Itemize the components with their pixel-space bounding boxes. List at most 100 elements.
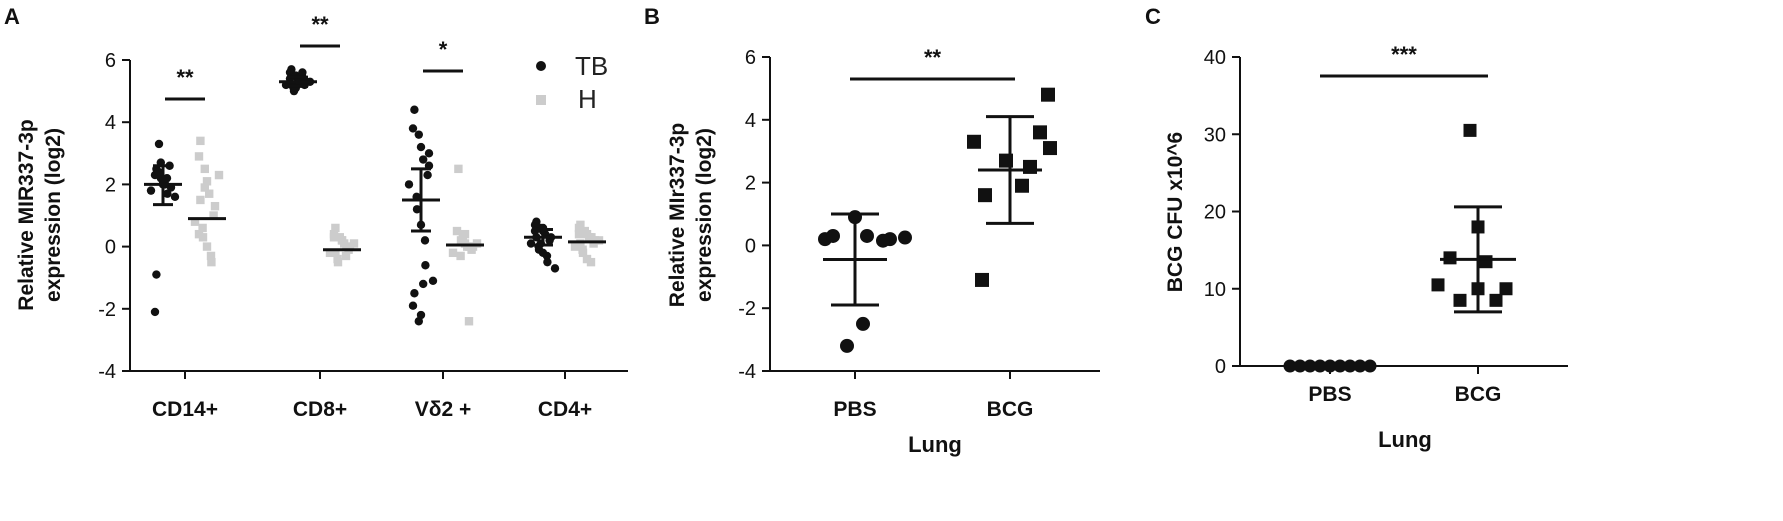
a-point-h bbox=[472, 239, 482, 248]
b-point-bcg bbox=[1043, 141, 1057, 156]
a-point-h bbox=[207, 257, 216, 267]
a-point-tb bbox=[414, 130, 423, 139]
a-point-tb bbox=[421, 261, 430, 270]
b-point-pbs bbox=[826, 228, 840, 243]
a-point-tb bbox=[410, 289, 419, 298]
a-point-tb bbox=[150, 307, 160, 317]
a-point-tb bbox=[419, 279, 428, 289]
c-point-pbs bbox=[1363, 359, 1377, 373]
a-point-h bbox=[325, 248, 335, 258]
a-legend-marker-h bbox=[536, 95, 546, 105]
b-y-tick-label: 2 bbox=[745, 173, 756, 195]
a-y-tick-label: -4 bbox=[98, 361, 116, 383]
a-y-axis-label: expression (log2) bbox=[42, 128, 65, 302]
b-significance-label: ** bbox=[924, 45, 942, 70]
c-point-bcg bbox=[1431, 278, 1445, 292]
a-legend-marker-tb bbox=[536, 61, 546, 71]
a-point-tb bbox=[298, 68, 307, 77]
a-point-h bbox=[194, 229, 204, 239]
a-point-h bbox=[349, 239, 359, 248]
a-point-tb bbox=[408, 124, 418, 133]
a-point-tb bbox=[550, 264, 560, 273]
b-y-tick-label: -2 bbox=[738, 298, 756, 320]
c-y-tick-label: 10 bbox=[1204, 279, 1226, 301]
c-point-bcg bbox=[1463, 123, 1477, 137]
a-point-tb bbox=[404, 180, 414, 189]
a-point-tb bbox=[152, 270, 161, 279]
c-point-bcg bbox=[1489, 293, 1503, 307]
a-point-h bbox=[448, 248, 458, 258]
c-y-tick-label: 30 bbox=[1204, 124, 1226, 146]
a-point-h bbox=[202, 242, 212, 251]
a-point-h bbox=[200, 164, 209, 174]
a-point-h bbox=[206, 251, 216, 261]
a-point-h bbox=[587, 233, 596, 242]
a-point-h bbox=[341, 251, 351, 261]
a-point-h bbox=[209, 211, 218, 220]
a-point-h bbox=[576, 239, 585, 248]
a-point-tb bbox=[423, 170, 432, 180]
a-y-tick-label: 4 bbox=[105, 112, 116, 134]
panel-letter-c: C bbox=[1145, 4, 1161, 29]
b-x-axis-label: Lung bbox=[908, 432, 962, 457]
a-point-tb bbox=[408, 301, 418, 310]
c-point-bcg bbox=[1453, 293, 1467, 307]
a-point-tb bbox=[412, 205, 422, 214]
c-y-tick-label: 20 bbox=[1204, 202, 1226, 224]
a-point-h bbox=[574, 229, 584, 239]
a-y-tick-label: 2 bbox=[105, 174, 116, 196]
a-category-label: Vδ2 + bbox=[415, 398, 472, 421]
c-point-bcg bbox=[1499, 282, 1513, 296]
a-point-h bbox=[202, 177, 212, 186]
c-y-tick-label: 0 bbox=[1215, 356, 1226, 378]
a-point-tb bbox=[410, 105, 419, 114]
a-point-h bbox=[194, 152, 204, 161]
a-point-tb bbox=[542, 251, 552, 261]
a-point-tb bbox=[163, 189, 172, 198]
a-point-h bbox=[594, 236, 604, 245]
a-point-h bbox=[200, 183, 209, 192]
a-point-tb bbox=[146, 186, 156, 195]
a-point-h bbox=[198, 223, 207, 233]
a-point-h bbox=[454, 164, 463, 174]
a-point-h bbox=[456, 251, 465, 261]
a-point-tb bbox=[154, 139, 164, 149]
a-point-tb bbox=[416, 142, 426, 152]
a-point-tb bbox=[420, 236, 430, 245]
a-significance-label: ** bbox=[311, 12, 329, 37]
c-point-pbs bbox=[1283, 359, 1297, 373]
a-point-tb bbox=[416, 310, 426, 320]
b-y-tick-label: -4 bbox=[738, 361, 756, 383]
a-point-h bbox=[190, 217, 200, 226]
a-legend-label-h: H bbox=[578, 84, 597, 114]
a-point-h bbox=[205, 189, 214, 198]
b-y-tick-label: 0 bbox=[745, 235, 756, 257]
a-category-label: CD14+ bbox=[152, 398, 218, 421]
c-x-axis-label: Lung bbox=[1378, 427, 1432, 452]
a-point-tb bbox=[154, 167, 163, 177]
a-y-tick-label: 0 bbox=[105, 237, 116, 259]
b-y-axis-label: Relative MIr337-3p bbox=[666, 123, 689, 307]
c-significance-label: *** bbox=[1391, 42, 1417, 67]
a-point-h bbox=[196, 195, 205, 205]
a-point-h bbox=[196, 136, 205, 146]
b-point-pbs bbox=[840, 338, 854, 353]
a-point-tb bbox=[170, 192, 180, 202]
b-point-bcg bbox=[967, 134, 981, 149]
a-point-h bbox=[337, 236, 347, 245]
a-point-tb bbox=[543, 257, 552, 267]
b-point-pbs bbox=[898, 230, 912, 245]
a-point-h bbox=[456, 236, 466, 245]
a-point-h bbox=[331, 248, 340, 258]
b-point-bcg bbox=[1023, 159, 1037, 174]
b-point-bcg bbox=[1041, 87, 1055, 102]
a-y-axis-label: Relative MIR337-3p bbox=[15, 119, 38, 310]
b-y-tick-label: 6 bbox=[745, 47, 756, 69]
b-point-pbs bbox=[876, 233, 890, 248]
a-point-h bbox=[331, 223, 340, 233]
b-y-tick-label: 4 bbox=[745, 110, 756, 132]
a-point-h bbox=[586, 257, 596, 267]
b-point-bcg bbox=[975, 272, 989, 287]
